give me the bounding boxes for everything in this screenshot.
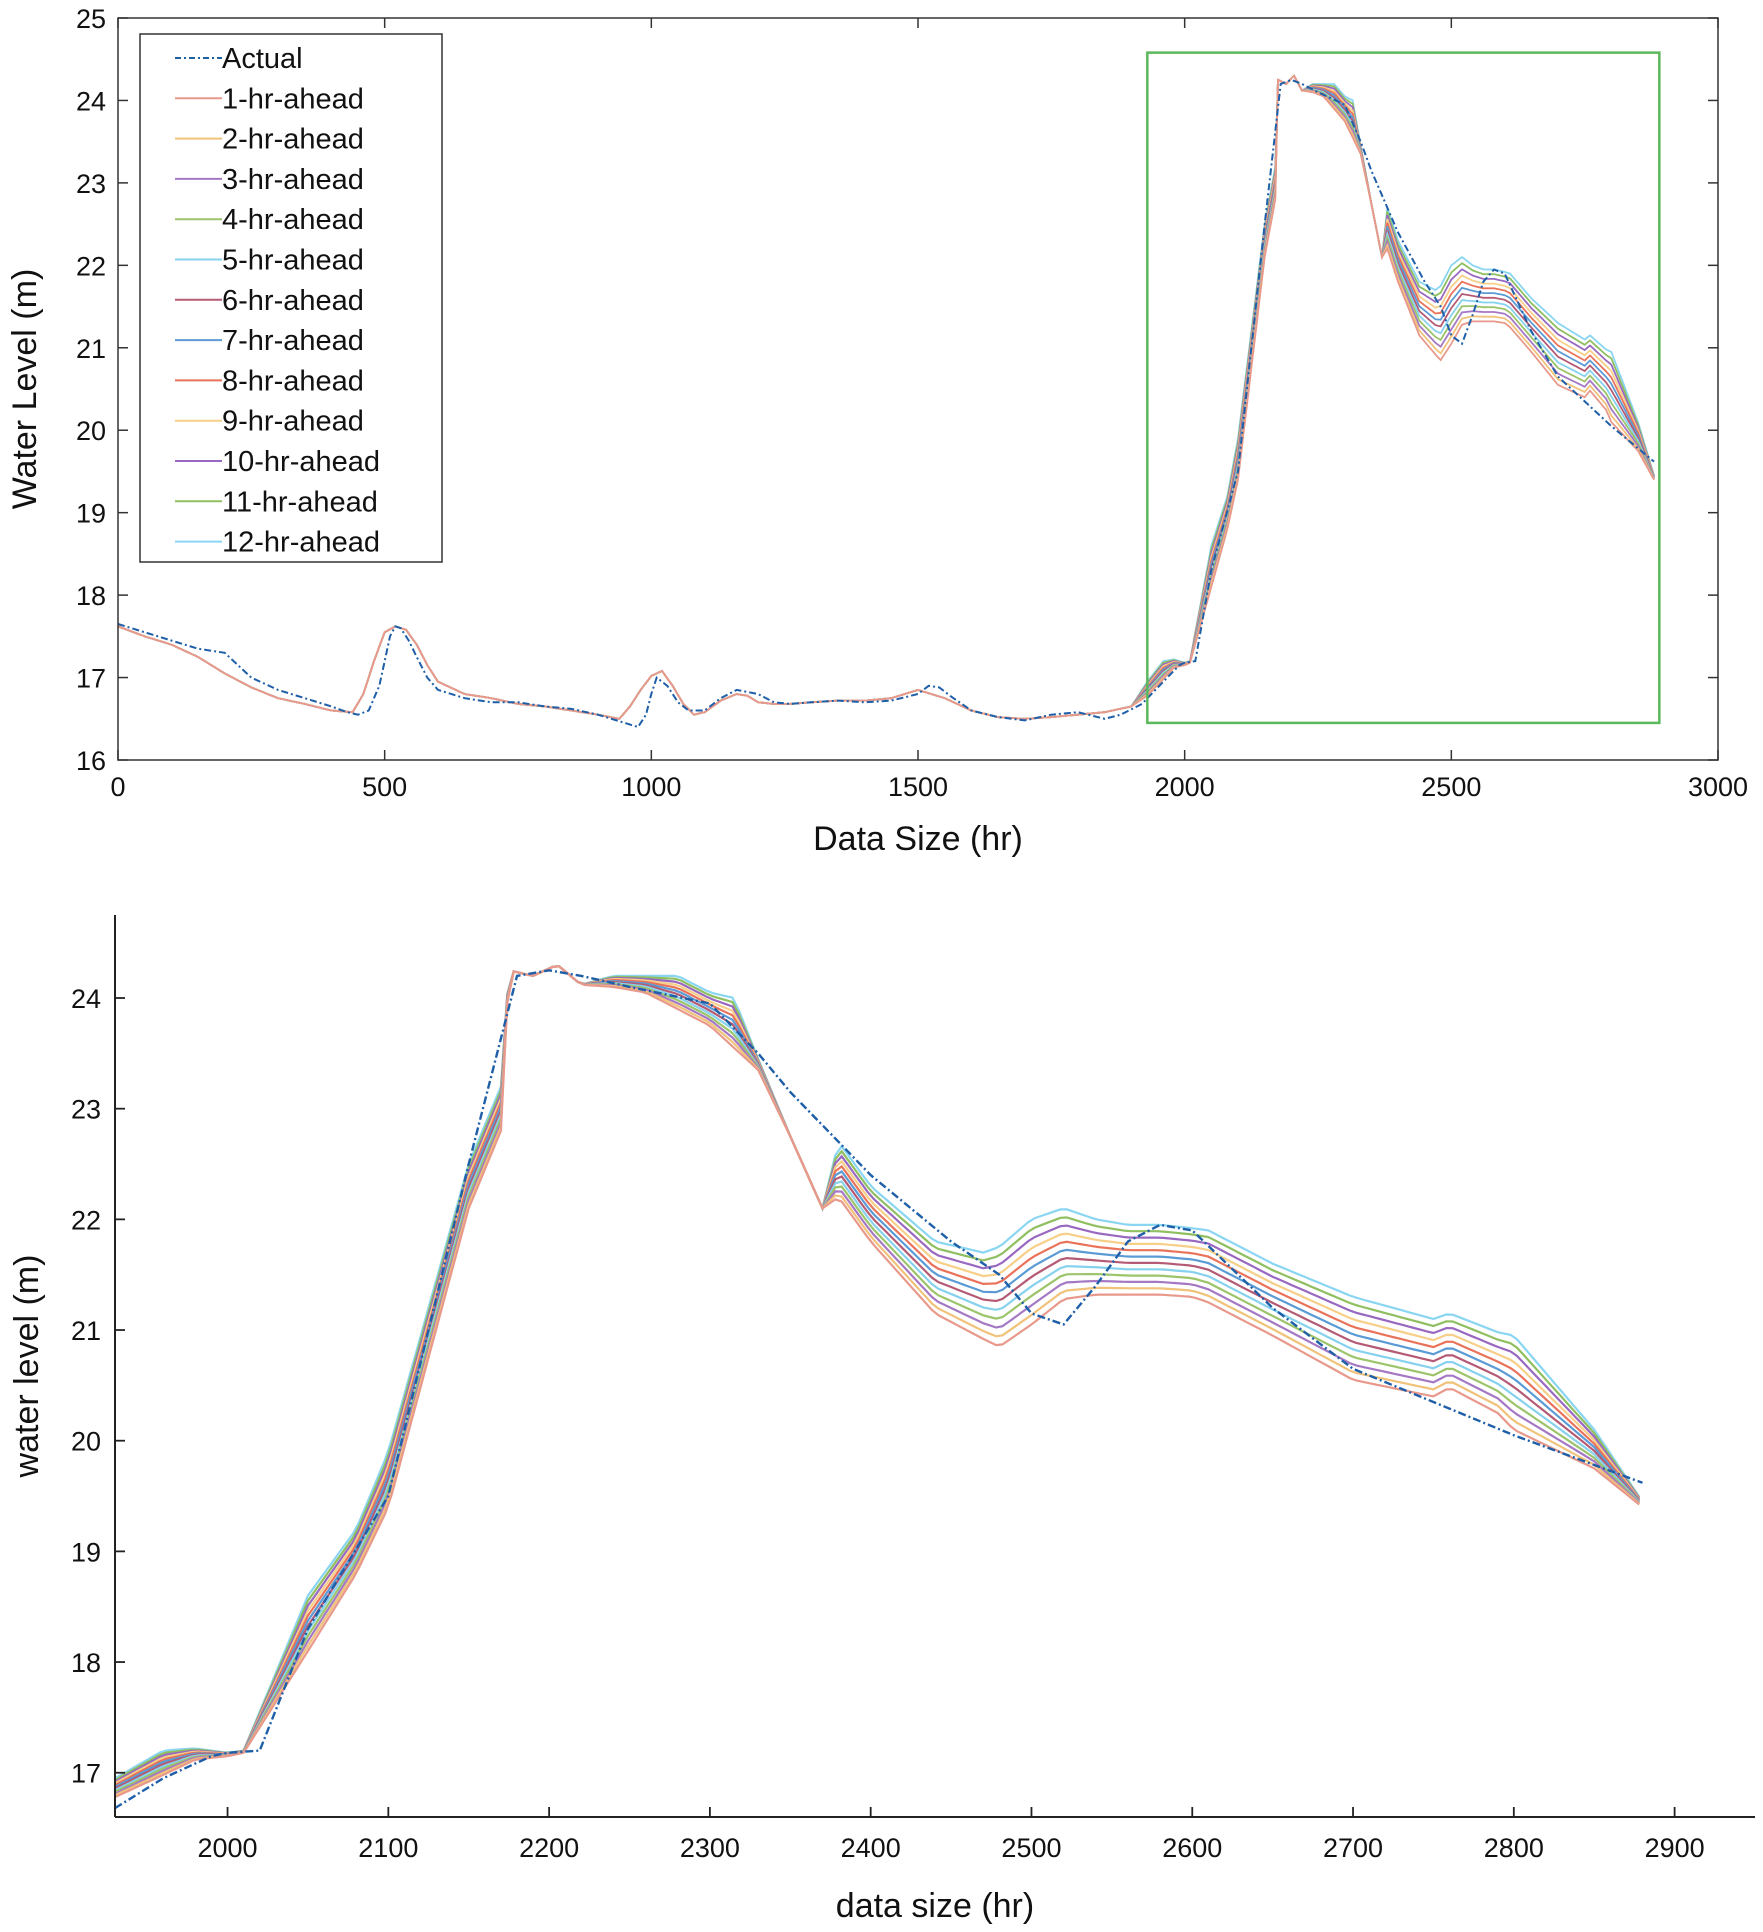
- legend-label: 3-hr-ahead: [222, 164, 364, 196]
- overview-series-layer: [117, 74, 1655, 729]
- zoom-line-actual: [114, 969, 1643, 1810]
- legend: Actual 1-hr-ahead 2-hr-ahead 3-hr-ahead 4-hr…: [139, 33, 443, 563]
- zoom-y-tick-label: 23: [71, 1095, 101, 1125]
- legend-label: 8-hr-ahead: [222, 365, 364, 397]
- zoom-x-axis-title: data size (hr): [836, 1887, 1034, 1925]
- zoom-x-tick-label: 2400: [841, 1833, 901, 1863]
- overview-y-tick-label: 20: [76, 416, 106, 446]
- zoom-y-tick-label: 19: [71, 1537, 101, 1567]
- overview-y-tick-label: 16: [76, 746, 106, 776]
- overview-line-1-hr-ahead: [117, 74, 1655, 720]
- zoom-line-3-hr-ahead: [114, 964, 1640, 1795]
- legend-label: 6-hr-ahead: [222, 285, 364, 317]
- zoom-line-4-hr-ahead: [114, 964, 1640, 1793]
- zoom-x-tick-label: 2800: [1484, 1833, 1544, 1863]
- zoom-line-11-hr-ahead: [114, 964, 1641, 1781]
- legend-label: 11-hr-ahead: [222, 486, 378, 518]
- zoom-y-tick-label: 20: [71, 1427, 101, 1457]
- overview-y-tick-label: 21: [76, 334, 106, 364]
- legend-label: 1-hr-ahead: [222, 83, 364, 115]
- legend-label: 7-hr-ahead: [222, 325, 364, 357]
- zoom-x-tick-label: 2200: [519, 1833, 579, 1863]
- overview-y-tick-label: 22: [76, 251, 106, 281]
- overview-x-tick-label: 3000: [1688, 772, 1748, 802]
- zoom-y-tick-label: 22: [71, 1205, 101, 1235]
- zoom-x-tick-label: 2700: [1323, 1833, 1383, 1863]
- zoom-line-10-hr-ahead: [114, 964, 1641, 1783]
- overview-x-tick-label: 500: [362, 772, 407, 802]
- overview-x-axis-title: Data Size (hr): [813, 820, 1023, 858]
- zoom-y-axis-title: water level (m): [8, 1255, 46, 1479]
- legend-label: 12-hr-ahead: [222, 527, 380, 559]
- zoom-line-1-hr-ahead: [114, 964, 1640, 1799]
- zoom-series-layer: [114, 964, 1643, 1810]
- overview-y-tick-label: 25: [76, 4, 106, 34]
- zoom-line-6-hr-ahead: [114, 964, 1641, 1790]
- overview-y-tick-label: 24: [76, 86, 106, 116]
- zoom-chart: 2000 2100 2200 2300 2400 2500 2600 2700 2800 2900…: [8, 915, 1755, 1925]
- overview-y-axis-title: Water Level (m): [6, 269, 44, 510]
- legend-box: [139, 33, 443, 563]
- legend-label: 4-hr-ahead: [222, 204, 364, 236]
- zoom-x-tick-label: 2500: [1001, 1833, 1061, 1863]
- overview-ticks: 0 500 1000 1500 2000 2500 3000 16 17 18 19 20 21 22 23…: [76, 4, 1748, 802]
- overview-x-tick-label: 0: [110, 772, 125, 802]
- legend-items: Actual 1-hr-ahead 2-hr-ahead 3-hr-ahead 4-hr…: [175, 43, 380, 559]
- legend-label: 10-hr-ahead: [222, 446, 380, 478]
- zoom-line-2-hr-ahead: [114, 964, 1640, 1797]
- overview-y-tick-label: 18: [76, 581, 106, 611]
- legend-label: 9-hr-ahead: [222, 406, 364, 438]
- zoom-x-tick-label: 2600: [1162, 1833, 1222, 1863]
- overview-x-tick-label: 1000: [621, 772, 681, 802]
- overview-x-tick-label: 1500: [888, 772, 948, 802]
- overview-line-actual: [117, 78, 1655, 729]
- overview-x-tick-label: 2500: [1421, 772, 1481, 802]
- zoom-x-tick-label: 2000: [198, 1833, 258, 1863]
- legend-label: Actual: [222, 43, 303, 75]
- zoom-line-12-hr-ahead: [114, 964, 1641, 1780]
- zoom-y-tick-label: 18: [71, 1648, 101, 1678]
- zoom-y-tick-label: 21: [71, 1316, 101, 1346]
- overview-y-tick-label: 23: [76, 169, 106, 199]
- legend-label: 2-hr-ahead: [222, 124, 364, 156]
- zoom-ticks: 2000 2100 2200 2300 2400 2500 2600 2700 2800 2900…: [71, 984, 1705, 1863]
- overview-y-tick-label: 17: [76, 664, 106, 694]
- zoom-x-tick-label: 2900: [1645, 1833, 1705, 1863]
- zoom-x-tick-label: 2300: [680, 1833, 740, 1863]
- overview-chart: 0 500 1000 1500 2000 2500 3000 16 17 18 19 20 21 22 23…: [6, 4, 1748, 858]
- zoom-region-box: [1146, 51, 1661, 725]
- zoom-line-7-hr-ahead: [114, 964, 1641, 1788]
- zoom-y-tick-label: 17: [71, 1759, 101, 1789]
- overview-x-tick-label: 2000: [1155, 772, 1215, 802]
- zoom-line-9-hr-ahead: [114, 964, 1641, 1785]
- zoom-x-tick-label: 2100: [358, 1833, 418, 1863]
- overview-y-tick-label: 19: [76, 499, 106, 529]
- zoom-y-tick-label: 24: [71, 984, 101, 1014]
- legend-label: 5-hr-ahead: [222, 245, 364, 277]
- zoom-line-8-hr-ahead: [114, 964, 1641, 1787]
